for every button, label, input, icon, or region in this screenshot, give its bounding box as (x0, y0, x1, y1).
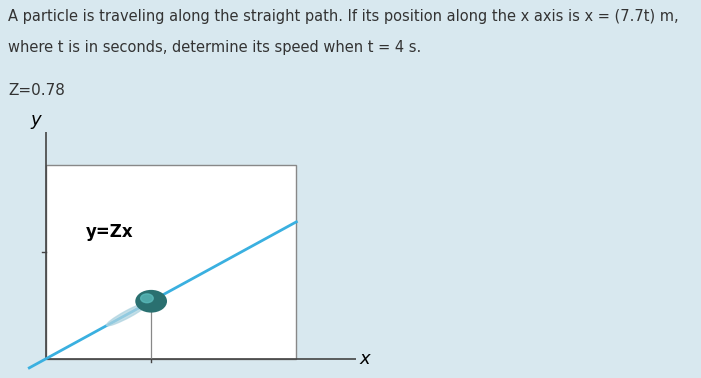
Bar (46, 164, 297, 359)
Text: x: x (360, 350, 370, 368)
Text: y: y (31, 112, 41, 129)
Ellipse shape (107, 302, 149, 326)
Text: A particle is traveling along the straight path. If its position along the x axi: A particle is traveling along the straig… (8, 9, 679, 25)
Circle shape (141, 294, 154, 303)
Circle shape (136, 291, 166, 312)
Text: where t is in seconds, determine its speed when t = 4 s.: where t is in seconds, determine its spe… (8, 40, 422, 55)
Text: y=Zx: y=Zx (86, 223, 134, 242)
Text: Z=0.78: Z=0.78 (8, 83, 65, 98)
